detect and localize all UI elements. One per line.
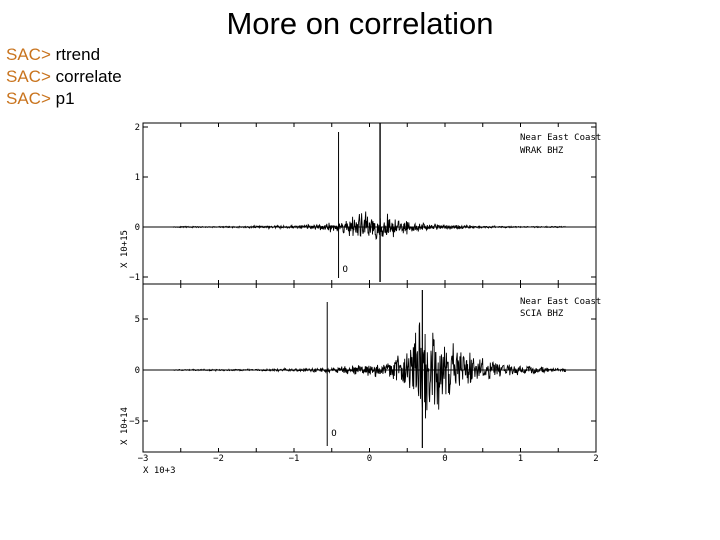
y-tick-label: 1 xyxy=(135,173,140,183)
y-tick-label: 2 xyxy=(135,123,140,133)
slide-title: More on correlation xyxy=(226,6,494,41)
seismogram-trace xyxy=(172,211,566,241)
y-tick-label: −1 xyxy=(129,273,140,283)
x-tick-label: 0 xyxy=(367,454,372,464)
sac-prompt: SAC> xyxy=(6,89,51,108)
command-list: SAC> rtrend SAC> correlate SAC> p1 xyxy=(6,44,122,110)
y-tick-label: 0 xyxy=(135,223,140,233)
station-channel-label: WRAK BHZ xyxy=(520,146,564,156)
x-tick-label: 1 xyxy=(518,454,523,464)
y-tick-label: −5 xyxy=(129,417,140,427)
command-text: rtrend xyxy=(55,45,101,64)
station-region-label: Near East Coast xyxy=(520,297,601,307)
command-line: SAC> p1 xyxy=(6,88,122,110)
station-channel-label: SCIA BHZ xyxy=(520,309,564,319)
x-tick-label: −2 xyxy=(213,454,224,464)
x-tick-label: 0 xyxy=(442,454,447,464)
sac-prompt: SAC> xyxy=(6,67,51,86)
x-axis-label: X 10+3 xyxy=(143,466,176,476)
y-axis-label: X 10+15 xyxy=(120,230,130,268)
y-axis-label: X 10+14 xyxy=(120,407,130,445)
y-tick-label: 0 xyxy=(135,366,140,376)
command-line: SAC> rtrend xyxy=(6,44,122,66)
command-text: p1 xyxy=(55,89,75,108)
origin-marker-label: O xyxy=(331,429,336,439)
origin-marker-label: O xyxy=(343,265,348,275)
command-text: correlate xyxy=(55,67,122,86)
station-region-label: Near East Coast xyxy=(520,133,601,143)
sac-prompt: SAC> xyxy=(6,45,51,64)
x-tick-label: −1 xyxy=(289,454,300,464)
y-tick-label: 5 xyxy=(135,315,140,325)
x-tick-label: 2 xyxy=(593,454,598,464)
x-tick-label: −3 xyxy=(138,454,149,464)
command-line: SAC> correlate xyxy=(6,66,122,88)
seismogram-trace xyxy=(172,322,566,419)
